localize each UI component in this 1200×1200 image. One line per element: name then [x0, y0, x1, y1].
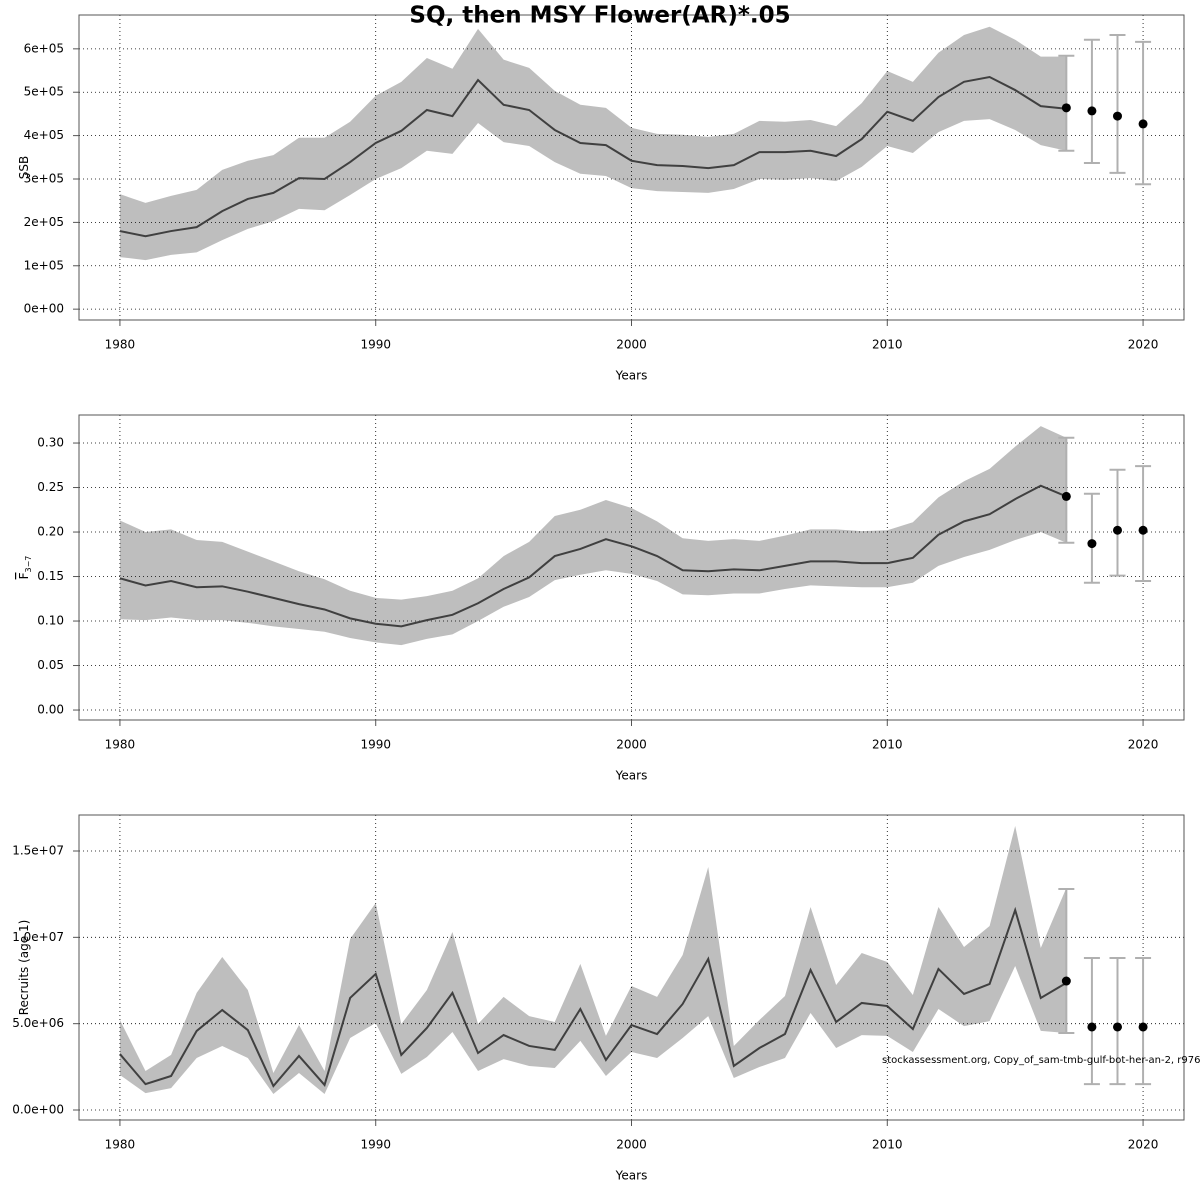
x-tick-label: 2000 — [616, 338, 647, 352]
y-axis-label-main: F — [17, 572, 31, 579]
x-tick-label: 1980 — [105, 338, 136, 352]
x-tick-label: 2020 — [1128, 1138, 1159, 1152]
x-tick-label: 2020 — [1128, 738, 1159, 752]
x-tick-label: 1980 — [105, 738, 136, 752]
y-tick-label: 0.05 — [37, 658, 64, 672]
y-tick-label: 4e+05 — [24, 128, 64, 142]
y-axis-label-main: Recruits (age 1) — [17, 920, 31, 1016]
annotation: stockassessment.org, Copy_of_sam-tmb-gul… — [882, 1055, 1200, 1066]
x-tick-label: 2020 — [1128, 338, 1159, 352]
x-tick-label: 2000 — [616, 738, 647, 752]
x-axis-label: Years — [615, 769, 648, 783]
y-axis-label: Recruits (age 1) — [17, 920, 31, 1016]
x-tick-label: 1990 — [360, 338, 391, 352]
x-tick-label: 2000 — [616, 1138, 647, 1152]
estimate-line — [119, 906, 1067, 1088]
projection-point — [1061, 976, 1071, 986]
y-axis-label: SSB — [17, 156, 31, 179]
x-axis-label: Years — [615, 369, 648, 383]
y-tick-label: 6e+05 — [24, 41, 64, 55]
y-tick-label: 1.5e+07 — [12, 844, 64, 858]
projection-point — [1087, 1022, 1097, 1032]
x-tick-label: 2010 — [872, 738, 903, 752]
y-tick-label: 1.0e+07 — [12, 930, 64, 944]
y-tick-label: 0.25 — [37, 480, 64, 494]
y-tick-label: 0.20 — [37, 525, 64, 539]
y-axis-label: F3−7 — [17, 556, 33, 580]
y-tick-label: 1e+05 — [24, 258, 64, 272]
x-tick-label: 1990 — [360, 738, 391, 752]
panel: 1980 1990 2000 2010 2020 0e+00 1e+05 2e+05 3e+05… — [17, 14, 1185, 383]
projection-point — [1138, 119, 1148, 129]
projection-point — [1112, 1022, 1122, 1032]
projection-point — [1138, 525, 1148, 535]
x-axis-label: Years — [615, 1169, 648, 1183]
projection-point — [1061, 491, 1071, 501]
y-axis-label-main: SSB — [17, 156, 31, 179]
page-title: SQ, then MSY Flower(AR)*.05 — [409, 3, 790, 29]
projection-point — [1112, 525, 1122, 535]
y-tick-label: 0.00 — [37, 703, 64, 717]
x-tick-label: 2010 — [872, 1138, 903, 1152]
projection-point — [1087, 106, 1097, 116]
y-tick-label: 5.0e+06 — [12, 1016, 64, 1030]
estimate-line — [119, 75, 1067, 238]
panel: 1980 1990 2000 2010 2020 0.00 0.05 0.10 0.15 0.20… — [17, 414, 1185, 783]
panel: 1980 1990 2000 2010 2020 0.0e+00 5.0e+06 1.0e+0… — [12, 814, 1200, 1183]
x-tick-label: 1990 — [360, 1138, 391, 1152]
projection-point — [1138, 1022, 1148, 1032]
y-tick-label: 5e+05 — [24, 85, 64, 99]
x-tick-label: 2010 — [872, 338, 903, 352]
y-tick-label: 0e+00 — [24, 302, 64, 316]
y-tick-label: 2e+05 — [24, 215, 64, 229]
confidence-band — [119, 426, 1067, 646]
y-tick-label: 0.10 — [37, 614, 64, 628]
estimate-line — [119, 484, 1067, 628]
y-tick-label: 3e+05 — [24, 171, 64, 185]
projection-point — [1112, 111, 1122, 121]
y-tick-label: 0.15 — [37, 569, 64, 583]
projection-point — [1061, 103, 1071, 113]
x-tick-label: 1980 — [105, 1138, 136, 1152]
confidence-band — [119, 825, 1067, 1094]
projection-point — [1087, 539, 1097, 549]
y-axis-label-sub: 3−7 — [24, 556, 33, 573]
y-tick-label: 0.0e+00 — [12, 1103, 64, 1117]
y-tick-label: 0.30 — [37, 436, 64, 450]
